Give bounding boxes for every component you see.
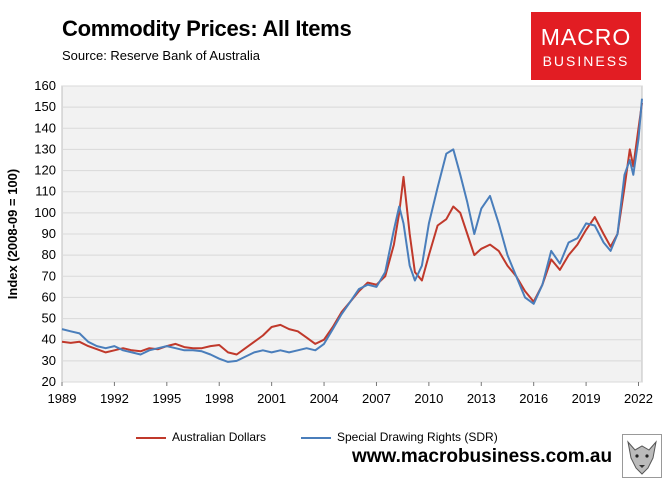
logo-line-2: BUSINESS	[542, 53, 630, 69]
x-tick-label: 2001	[257, 391, 286, 406]
page-title: Commodity Prices: All Items	[62, 16, 352, 41]
legend-aud-swatch	[136, 436, 166, 439]
legend-sdr-label: Special Drawing Rights (SDR)	[337, 430, 498, 444]
y-tick-label: 120	[34, 163, 56, 178]
y-tick-label: 90	[42, 226, 56, 241]
legend-aud-label: Australian Dollars	[172, 430, 267, 444]
source-note: Source: Reserve Bank of Australia	[62, 48, 260, 63]
x-tick-label: 2016	[519, 391, 548, 406]
x-tick-label: 2022	[624, 391, 653, 406]
x-tick-label: 2019	[572, 391, 601, 406]
y-tick-label: 40	[42, 332, 56, 347]
logo-line-1: MACRO	[540, 24, 632, 50]
y-tick-label: 20	[42, 374, 56, 389]
y-axis-label: Index (2008-09 = 100)	[5, 169, 20, 299]
legend-sdr-swatch	[301, 436, 331, 439]
macrobusiness-logo[interactable]: MACRO BUSINESS	[531, 12, 641, 80]
x-tick-label: 1989	[48, 391, 77, 406]
wolf-mascot-icon	[622, 434, 662, 478]
website-link[interactable]: www.macrobusiness.com.au	[352, 446, 613, 467]
x-tick-label: 2013	[467, 391, 496, 406]
x-tick-label: 2004	[310, 391, 339, 406]
y-tick-label: 130	[34, 141, 56, 156]
y-tick-label: 140	[34, 120, 56, 135]
y-tick-label: 60	[42, 289, 56, 304]
series-line-sdr	[61, 98, 643, 363]
y-tick-label: 70	[42, 268, 56, 283]
x-tick-label: 2010	[414, 391, 443, 406]
y-tick-label: 30	[42, 353, 56, 368]
x-tick-label: 1992	[100, 391, 129, 406]
legend-aud: Australian Dollars	[136, 430, 266, 444]
y-tick-label: 80	[42, 247, 56, 262]
x-tick-label: 2007	[362, 391, 391, 406]
x-tick-label: 1998	[205, 391, 234, 406]
y-tick-label: 50	[42, 311, 56, 326]
y-tick-label: 150	[34, 99, 56, 114]
legend-sdr: Special Drawing Rights (SDR)	[301, 430, 498, 444]
x-tick-label: 1995	[152, 391, 181, 406]
y-tick-label: 100	[34, 205, 56, 220]
y-tick-label: 110	[35, 184, 56, 199]
y-tick-label: 160	[34, 78, 56, 93]
